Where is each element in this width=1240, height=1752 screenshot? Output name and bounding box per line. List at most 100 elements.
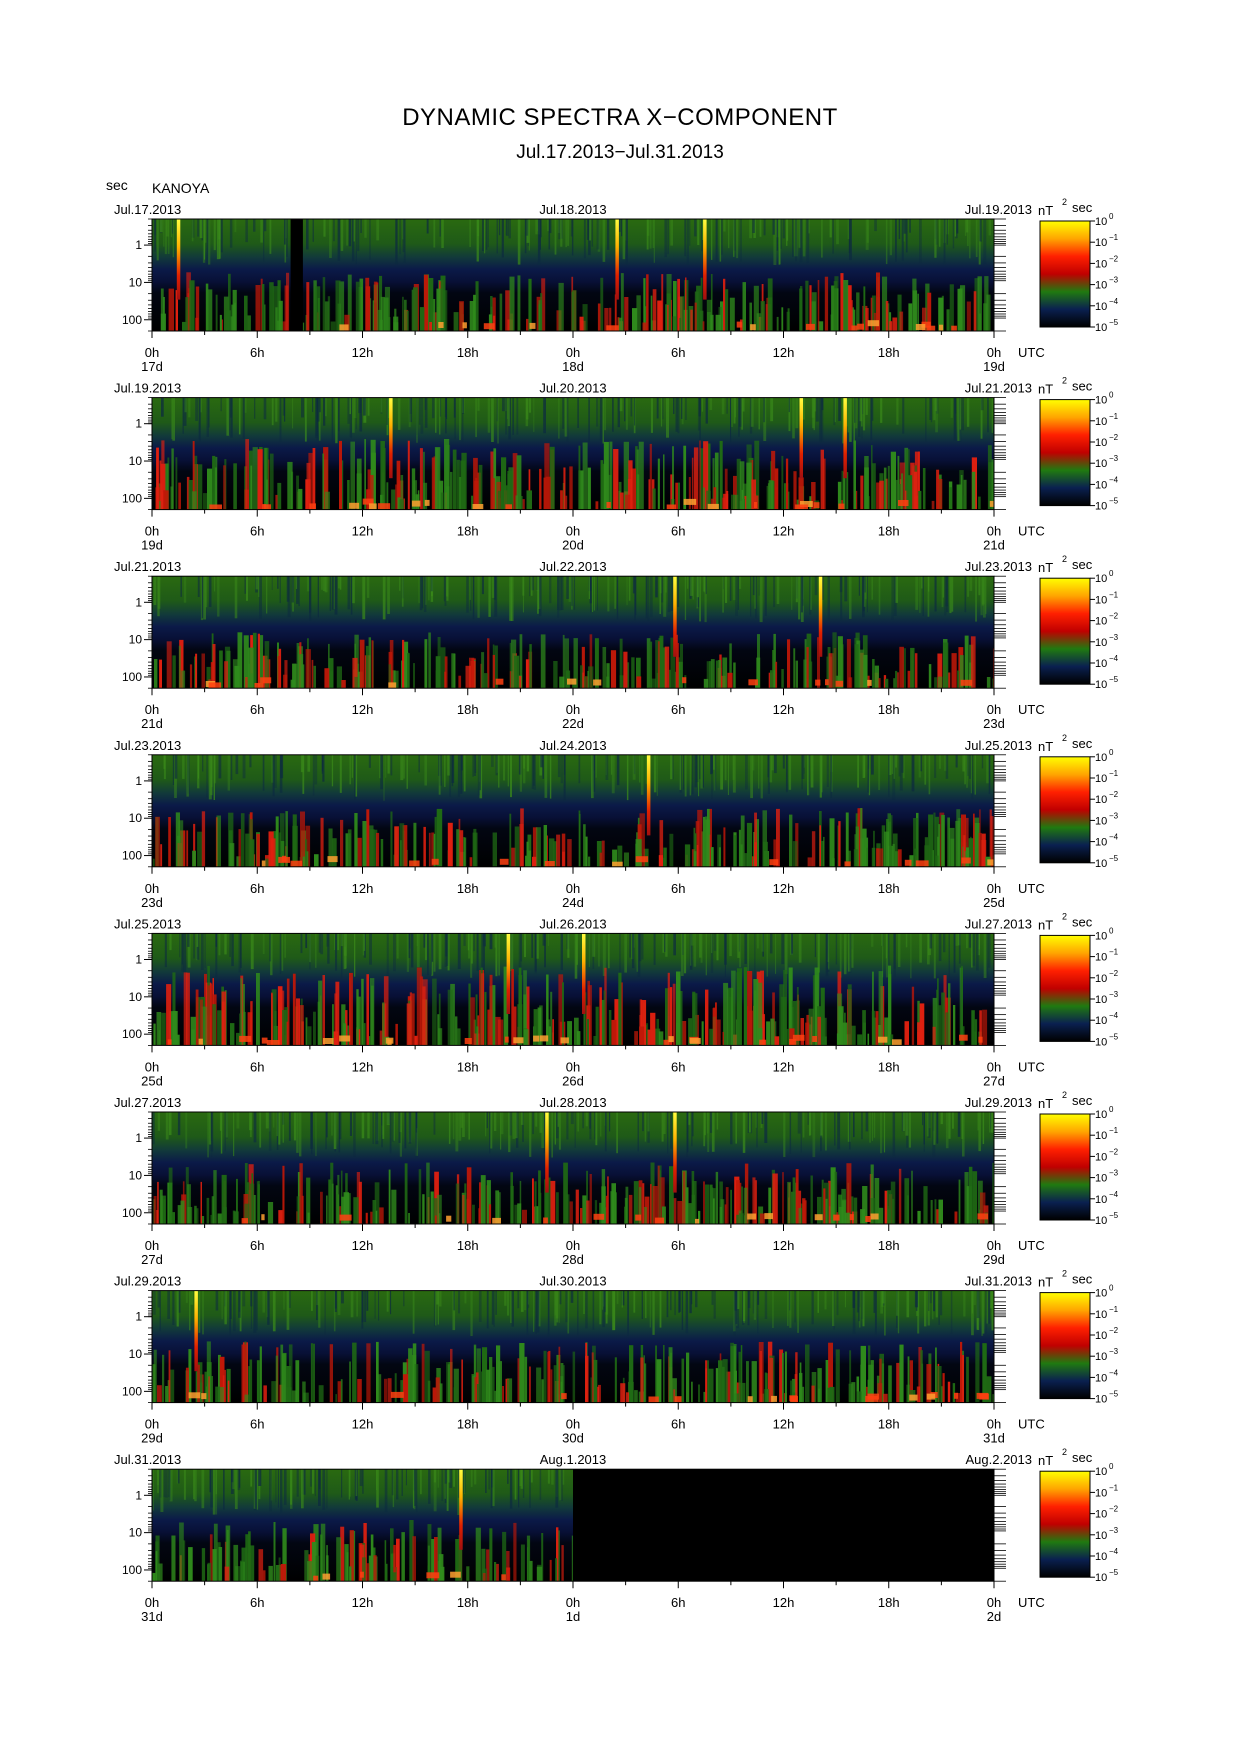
activity-burst [566,1194,570,1224]
activity-burst [278,1557,281,1582]
activity-burst [752,1177,756,1224]
activity-burst [393,1544,396,1582]
texture-stripe [557,1112,559,1127]
texture-stripe [463,933,466,946]
day-label: 31d [141,1609,163,1624]
hotspot [865,1216,871,1222]
activity-burst [506,1551,510,1582]
texture-stripe [220,219,223,253]
activity-burst [429,322,432,331]
activity-burst [918,451,920,510]
texture-stripe [722,576,724,613]
activity-burst [818,321,824,331]
activity-burst [846,1163,852,1224]
colorbar-tick-base: 10 [1095,616,1107,628]
colorbar-tick-exponent: −4 [1109,475,1119,484]
hotspot [339,324,349,331]
activity-burst [942,642,949,689]
activity-burst [340,819,344,867]
activity-burst [668,1347,673,1403]
texture-stripe [495,1290,497,1315]
texture-stripe [326,1112,328,1138]
activity-burst [851,1025,856,1046]
day-label: 19d [983,359,1005,374]
hotspot [736,321,742,328]
texture-stripe [692,576,694,600]
texture-stripe [476,219,479,262]
x-tick-label: 6h [671,702,685,717]
texture-stripe [446,576,449,597]
spectral-spike [194,1290,198,1372]
texture-stripe [747,1290,751,1309]
texture-stripe [808,219,810,234]
hotspot [635,856,649,863]
texture-stripe [893,933,896,969]
activity-burst [456,459,460,510]
texture-stripe [821,397,824,411]
texture-stripe [383,754,385,801]
activity-burst [715,314,721,331]
texture-stripe [948,1112,951,1139]
y-tick-label: 1 [135,417,142,431]
texture-stripe [253,1469,256,1509]
texture-stripe [859,1290,861,1308]
texture-stripe [757,1290,759,1334]
activity-burst [751,1361,757,1403]
activity-burst [817,1196,822,1224]
texture-stripe [892,1112,896,1158]
activity-burst [533,1009,538,1046]
texture-stripe [627,1290,629,1336]
texture-stripe [386,1290,389,1312]
activity-burst [430,1191,434,1224]
colorbar-tick-exponent: −1 [1109,948,1119,957]
activity-burst [164,463,169,510]
activity-burst [787,1181,791,1224]
texture-stripe [871,576,873,600]
texture-stripe [591,754,594,799]
activity-burst [569,1201,573,1224]
activity-burst [563,1162,568,1224]
texture-stripe [752,219,755,233]
texture-stripe [478,1290,482,1322]
texture-stripe [302,754,305,794]
x-tick-label: 18h [878,1238,900,1253]
activity-burst [536,1566,543,1582]
texture-stripe [333,1290,336,1332]
activity-burst [559,676,565,689]
texture-stripe [566,1112,569,1140]
activity-burst [475,994,478,1046]
texture-stripe [760,754,763,799]
texture-stripe [653,219,655,263]
activity-burst [437,637,441,689]
activity-burst [208,1376,210,1403]
activity-burst [792,1177,796,1224]
texture-stripe [324,1290,326,1335]
activity-burst [402,296,404,331]
texture-stripe [334,933,336,950]
texture-stripe [865,397,868,415]
activity-burst [632,308,638,331]
texture-stripe [321,754,323,774]
texture-stripe [198,1290,201,1333]
activity-burst [646,274,649,331]
texture-stripe [432,397,435,419]
activity-burst [618,972,622,1046]
texture-stripe [616,576,619,620]
texture-stripe [873,1290,876,1313]
hotspot [898,500,909,506]
texture-stripe [433,1469,437,1512]
texture-stripe [488,576,491,617]
texture-stripe [523,754,526,784]
activity-burst [938,1005,942,1046]
activity-burst [512,1006,517,1046]
activity-burst [639,1187,642,1224]
activity-burst [953,1005,956,1046]
activity-burst [250,819,253,867]
texture-stripe [390,754,393,776]
texture-stripe [612,397,614,432]
texture-stripe [866,576,868,613]
activity-burst [192,850,196,867]
activity-burst [359,639,365,689]
texture-stripe [711,754,713,774]
activity-burst [707,808,710,867]
